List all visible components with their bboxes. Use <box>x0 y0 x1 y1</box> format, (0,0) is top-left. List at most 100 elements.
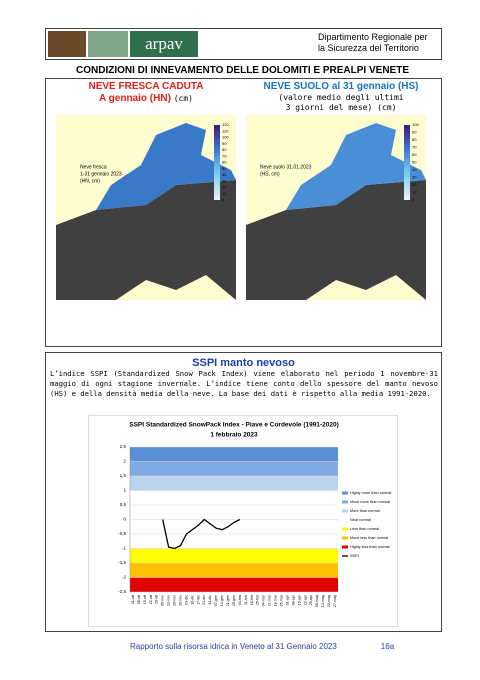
colorbar-label: 60 <box>412 152 417 157</box>
map-label: (HN, cm) <box>80 178 100 184</box>
x-tick-label: 06-mag <box>315 595 319 607</box>
y-tick-label: 2,5 <box>120 444 127 449</box>
map-heading: NEVE FRESCA CADUTA A gennaio (HN) (cm) <box>56 81 236 105</box>
colorbar-label: 40 <box>222 172 227 177</box>
map-label: Neve fresca <box>80 164 107 170</box>
x-tick-label: 28-gen <box>232 595 236 606</box>
legend-swatch <box>342 536 348 540</box>
x-tick-label: 04-feb <box>238 595 242 605</box>
x-tick-label: 19-nov <box>173 595 177 606</box>
x-tick-label: 07-gen <box>214 595 218 606</box>
x-tick-label: 29-apr <box>309 594 313 605</box>
x-tick-label: 20-mag <box>327 595 331 607</box>
x-tick-label: 25-feb <box>256 595 260 605</box>
sspi-chart: SSPI Standardized SnowPack Index - Piave… <box>88 415 398 627</box>
plain <box>56 180 236 300</box>
legend-label: Highly less than normal <box>350 545 390 549</box>
colorbar-label: 80 <box>412 137 417 142</box>
y-tick-label: -1,5 <box>118 560 126 565</box>
y-tick-label: -2,5 <box>118 589 126 594</box>
y-tick-label: -1 <box>122 546 126 551</box>
legend-label: Highly more than normal <box>350 491 392 495</box>
colorbar-label: 10 <box>412 190 417 195</box>
colorbar <box>404 125 410 200</box>
legend-swatch <box>342 500 348 504</box>
legend-label: More than normal <box>350 509 380 513</box>
colorbar <box>214 125 220 200</box>
colorbar-label: 20 <box>222 185 227 190</box>
x-tick-label: 03-dic <box>184 595 188 605</box>
legend-swatch <box>342 491 348 495</box>
legend-swatch <box>342 518 348 522</box>
map-label: 1-31 gennaio 2023 <box>80 171 122 177</box>
plain <box>246 180 426 300</box>
x-tick-label: 08-apr <box>291 594 295 605</box>
x-tick-label: 26-nov <box>178 595 182 606</box>
y-tick-label: 1 <box>123 488 126 493</box>
colorbar-label: 100 <box>412 122 419 127</box>
colorbar-label: 20 <box>412 182 417 187</box>
x-tick-label: 18-feb <box>250 595 254 605</box>
heading-line: NEVE FRESCA CADUTA <box>88 81 204 92</box>
unit: (cm) <box>173 94 193 103</box>
x-tick-label: 05-nov <box>161 595 165 606</box>
x-tick-label: 21-gen <box>226 595 230 606</box>
map-label: Neve suolo 31.01.2023 <box>260 164 312 170</box>
x-tick-label: 25-mar <box>279 594 283 606</box>
colorbar-label: 90 <box>412 130 417 135</box>
x-tick-label: 15-apr <box>297 594 301 605</box>
colorbar-label: 120 <box>222 122 229 127</box>
header: arpav Dipartimento Regionale per la Sicur… <box>45 28 442 60</box>
legend-label: SSPI <box>350 554 359 558</box>
colorbar-label: 30 <box>412 175 417 180</box>
colorbar-label: 0 <box>412 197 415 202</box>
x-tick-label: 01-ott <box>131 595 135 604</box>
sspi-panel: SSPI manto nevoso L’indice SSPI (Standar… <box>45 352 442 632</box>
x-tick-label: 11-feb <box>244 595 248 605</box>
band <box>130 447 338 462</box>
x-tick-label: 08-ott <box>137 595 141 604</box>
sspi-line <box>162 518 241 550</box>
sspi-text: L’indice SSPI (Standardized Snow Pack In… <box>50 369 438 398</box>
colorbar-label: 80 <box>222 147 227 152</box>
legend-label: Near normal <box>350 518 371 522</box>
x-tick-label: 31-dic <box>208 595 212 605</box>
colorbar-label: 100 <box>222 135 229 140</box>
x-tick-label: 01-apr <box>285 594 289 605</box>
colorbar-label: 90 <box>222 141 227 146</box>
band <box>130 548 338 563</box>
band <box>130 461 338 476</box>
x-tick-label: 22-ott <box>149 595 153 604</box>
y-tick-label: -2 <box>122 575 126 580</box>
heading-line: A gennaio (HN) <box>99 93 171 104</box>
y-tick-label: -0,5 <box>118 531 126 536</box>
x-tick-label: 24-dic <box>202 595 206 605</box>
x-tick-label: 10-dic <box>190 595 194 605</box>
subheading: 3 giorni del mese) <box>285 103 373 112</box>
colorbar-label: 30 <box>222 178 227 183</box>
x-tick-label: 12-nov <box>167 595 171 606</box>
colorbar-label: 110 <box>222 128 229 133</box>
x-tick-label: 22-apr <box>303 594 307 605</box>
y-tick-label: 1,5 <box>120 473 127 478</box>
colorbar-label: 70 <box>222 153 227 158</box>
colorbar-label: 10 <box>222 191 227 196</box>
logo: arpav <box>130 31 198 57</box>
colorbar-label: 0 <box>222 197 225 202</box>
band <box>130 577 338 592</box>
logo-icon <box>48 31 86 57</box>
legend-label: Much less than normal <box>350 536 388 540</box>
y-tick-label: 0 <box>123 517 126 522</box>
footer-text: Rapporto sulla risorsa idrica in Veneto … <box>130 642 337 651</box>
colorbar-label: 50 <box>222 166 227 171</box>
legend-swatch <box>342 527 348 531</box>
band <box>130 563 338 578</box>
legend-swatch <box>342 509 348 513</box>
mountains <box>286 123 426 210</box>
legend-swatch <box>342 545 348 549</box>
heading-line: NEVE SUOLO al 31 gennaio (HS) <box>263 81 419 92</box>
department: Dipartimento Regionale per la Sicurezza d… <box>318 32 428 54</box>
x-tick-label: 04-mar <box>262 594 266 606</box>
